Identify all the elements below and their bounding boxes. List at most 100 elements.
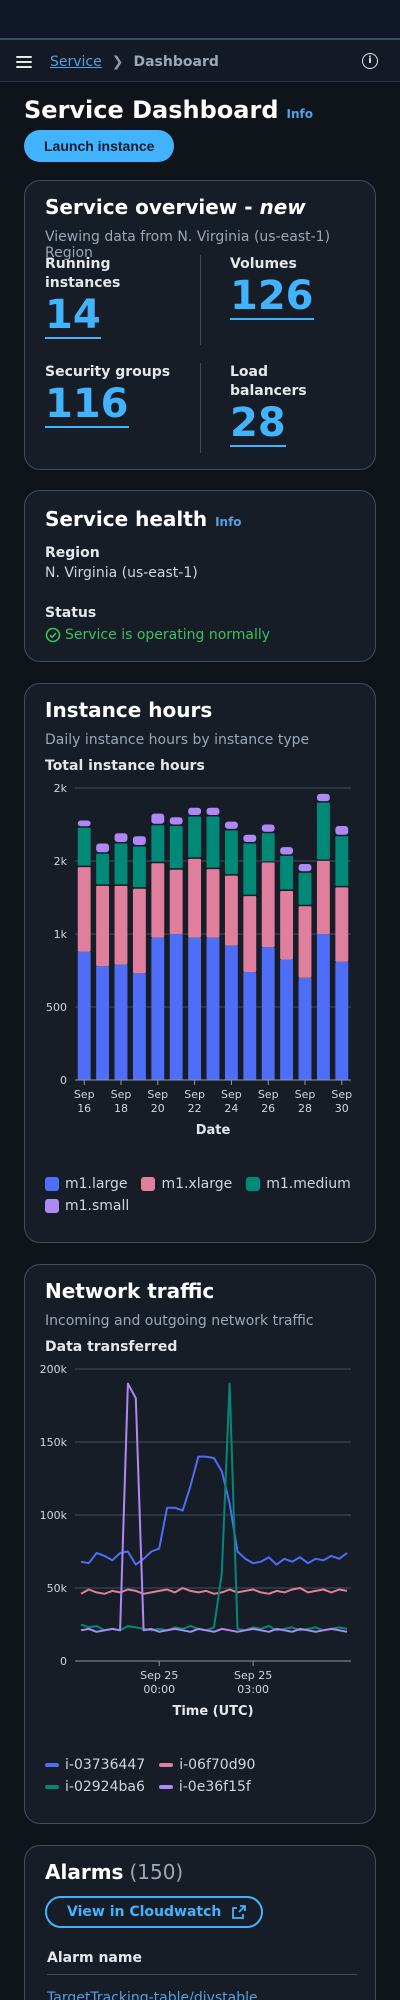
- alarms-title: Alarms: [45, 1860, 124, 1884]
- network-subtitle: Incoming and outgoing network traffic: [45, 1313, 314, 1329]
- alarm-name-column-header[interactable]: Alarm name: [47, 1950, 357, 1975]
- legend-label: m1.medium: [266, 1176, 351, 1192]
- bar-segment: [132, 836, 146, 845]
- bar-segment: [188, 807, 202, 816]
- y-tick-label: 2k: [54, 782, 68, 795]
- legend-item[interactable]: i-03736447: [45, 1757, 145, 1773]
- overview-title: Service overview - new: [45, 195, 306, 219]
- x-tick-label: 18: [114, 1102, 128, 1115]
- info-icon[interactable]: i: [362, 53, 378, 69]
- metric-value-link[interactable]: 14: [45, 292, 101, 339]
- page-info-link[interactable]: Info: [286, 107, 313, 121]
- legend-label: m1.small: [65, 1198, 130, 1214]
- bar-segment: [169, 826, 183, 869]
- bar-segment: [96, 853, 110, 885]
- launch-instance-button[interactable]: Launch instance: [24, 130, 175, 162]
- legend-item[interactable]: i-02924ba6: [45, 1779, 145, 1795]
- instance-hours-title: Instance hours: [45, 698, 213, 722]
- series-line: [80, 1455, 348, 1566]
- metric-running-instances: Running instances 14: [45, 255, 175, 339]
- metric-value-link[interactable]: 126: [230, 273, 314, 320]
- bar-segment: [188, 858, 202, 938]
- legend-item[interactable]: m1.small: [45, 1198, 129, 1214]
- instance-hours-legend: m1.large m1.xlarge m1.medium m1.small: [45, 1176, 365, 1220]
- metric-label: Load balancers: [230, 364, 307, 399]
- instance-hours-subtitle: Daily instance hours by instance type: [45, 732, 310, 748]
- health-header: Service health Info: [45, 507, 242, 531]
- bar-segment: [169, 817, 183, 825]
- legend-label: m1.large: [65, 1176, 128, 1192]
- region-value: N. Virginia (us-east-1): [45, 565, 198, 581]
- top-navigation-strip: [0, 0, 400, 40]
- menu-icon[interactable]: [16, 55, 32, 68]
- health-info-link[interactable]: Info: [215, 515, 242, 529]
- service-health-card: Service health Info Region N. Virginia (…: [24, 490, 376, 662]
- instance-hours-chart-title: Total instance hours: [45, 758, 205, 774]
- instance-hours-chart: 05001k2k2kSep16Sep18Sep20Sep22Sep24Sep26…: [46, 782, 352, 1138]
- bar-segment: [188, 937, 202, 1080]
- x-tick-label: 28: [298, 1102, 312, 1115]
- bar-segment: [132, 888, 146, 974]
- network-traffic-card: Network traffic Incoming and outgoing ne…: [24, 1264, 376, 1824]
- service-overview-card: Service overview - new Viewing data from…: [24, 180, 376, 470]
- metric-security-groups: Security groups 116: [45, 363, 175, 428]
- view-in-cloudwatch-button[interactable]: View in Cloudwatch: [45, 1896, 264, 1928]
- bar-segment: [151, 825, 165, 862]
- legend-label: i-0e36f15f: [178, 1779, 251, 1795]
- series-line: [80, 1382, 348, 1633]
- overview-subtitle: Viewing data from N. Virginia (us-east-1…: [45, 229, 331, 261]
- x-tick-label: Sep: [184, 1088, 205, 1101]
- bar-segment: [280, 855, 294, 890]
- main-content: Service Dashboard Info Launch instance S…: [0, 82, 400, 2000]
- legend-item[interactable]: m1.xlarge: [141, 1176, 232, 1192]
- bar-segment: [280, 890, 294, 960]
- bar-segment: [335, 826, 349, 835]
- legend-swatch: [159, 1763, 174, 1767]
- bar-segment: [114, 833, 128, 843]
- x-tick-label: 16: [77, 1102, 91, 1115]
- bar-segment: [280, 847, 294, 855]
- bar-segment: [261, 947, 275, 1080]
- x-tick-label: Sep: [331, 1088, 352, 1101]
- metric-value-link[interactable]: 28: [230, 400, 286, 447]
- bar-segment: [77, 951, 91, 1080]
- bar-segment: [114, 964, 128, 1080]
- legend-item[interactable]: i-0e36f15f: [158, 1779, 251, 1795]
- bar-segment: [77, 827, 91, 866]
- legend-swatch: [45, 1177, 59, 1191]
- x-tick-label: Sep: [111, 1088, 132, 1101]
- legend-swatch: [158, 1785, 173, 1789]
- bar-segment: [206, 807, 220, 816]
- y-tick-label: 0: [60, 1655, 67, 1668]
- x-tick-label: 24: [224, 1102, 238, 1115]
- bar-segment: [169, 934, 183, 1080]
- bar-segment: [298, 977, 312, 1080]
- breadcrumb-current: Dashboard: [133, 53, 219, 70]
- bar-segment: [96, 843, 110, 853]
- bar-segment: [335, 961, 349, 1080]
- legend-item[interactable]: m1.large: [45, 1176, 127, 1192]
- legend-swatch: [45, 1199, 59, 1213]
- status-value: Service is operating normally: [65, 627, 271, 643]
- success-check-icon: [45, 627, 61, 643]
- x-tick-label: Sep: [147, 1088, 168, 1101]
- legend-item[interactable]: m1.medium: [246, 1176, 351, 1192]
- metric-value-link[interactable]: 116: [45, 381, 129, 428]
- legend-swatch: [141, 1177, 156, 1191]
- bar-segment: [316, 861, 330, 934]
- series-line: [80, 1587, 348, 1595]
- bar-segment: [151, 813, 165, 824]
- legend-swatch: [45, 1763, 59, 1767]
- y-tick-label: 50k: [47, 1582, 68, 1595]
- alarms-header: Alarms (150): [45, 1860, 183, 1884]
- alarm-name-link[interactable]: TargetTracking-table/divstable: [47, 1990, 258, 2000]
- x-tick-label: Sep 25: [140, 1669, 178, 1682]
- legend-item[interactable]: i-06f70d90: [159, 1757, 255, 1773]
- bar-segment: [114, 885, 128, 965]
- bar-segment: [132, 973, 146, 1080]
- breadcrumb-service-link[interactable]: Service: [50, 53, 102, 70]
- x-axis-title: Date: [196, 1123, 231, 1138]
- legend-label: m1.xlarge: [161, 1176, 233, 1192]
- x-tick-label: Sep: [258, 1088, 279, 1101]
